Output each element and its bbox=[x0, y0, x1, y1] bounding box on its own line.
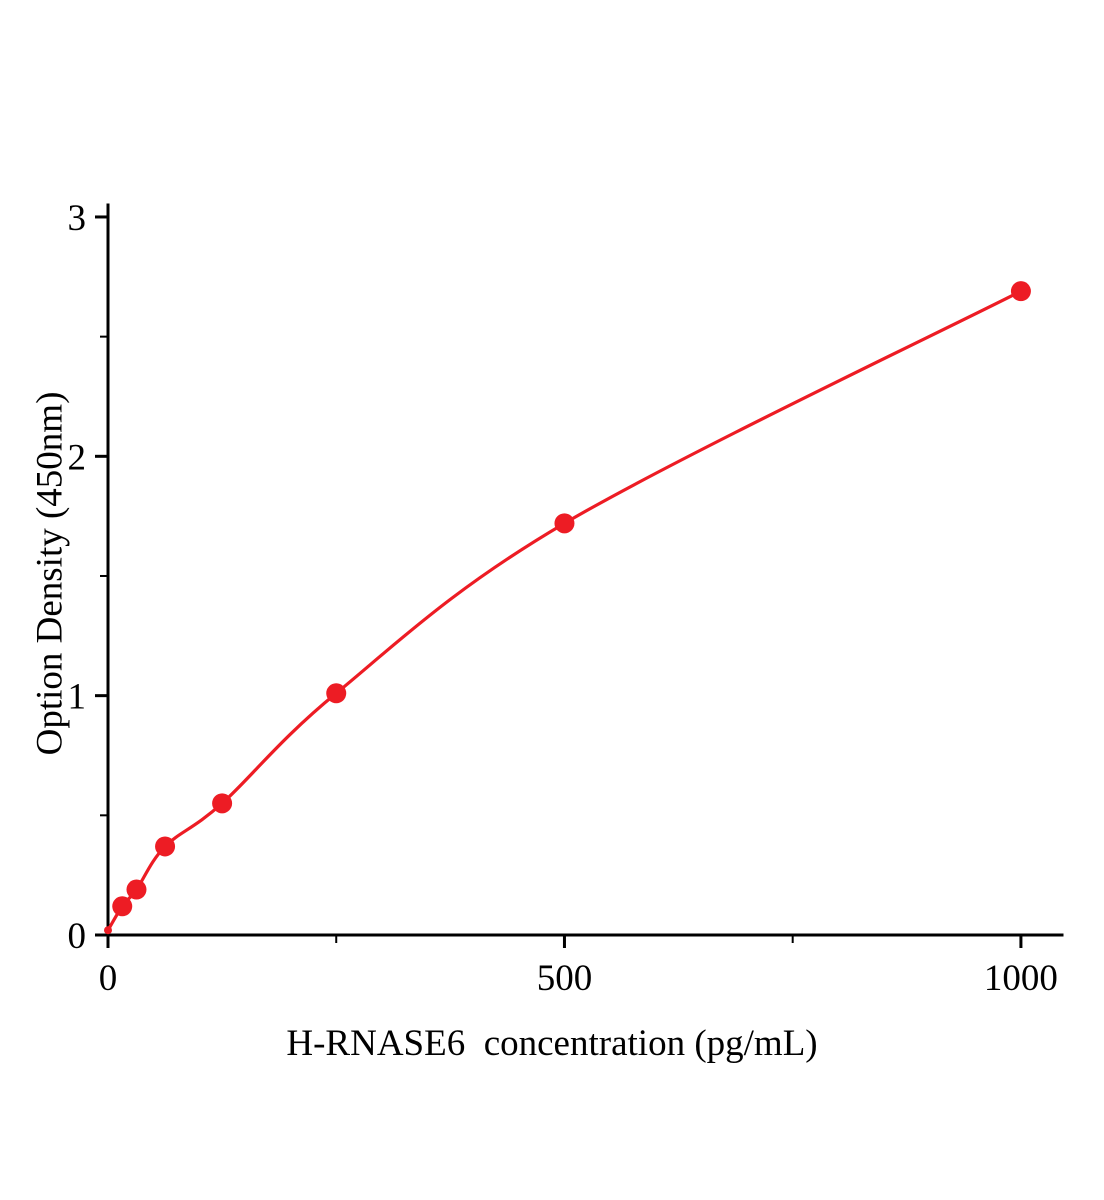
y-tick-label: 0 bbox=[68, 916, 87, 957]
y-tick-label: 2 bbox=[68, 437, 87, 478]
x-tick-label: 1000 bbox=[984, 958, 1058, 999]
data-point bbox=[104, 926, 112, 935]
y-tick-label: 1 bbox=[68, 677, 87, 718]
x-tick-label: 0 bbox=[99, 958, 118, 999]
data-point bbox=[326, 683, 347, 704]
y-tick-label: 3 bbox=[68, 198, 87, 239]
x-tick-label: 500 bbox=[537, 958, 593, 999]
data-point bbox=[112, 896, 133, 917]
x-axis-title: H-RNASE6 concentration (pg/mL) bbox=[286, 1023, 818, 1064]
standard-curve-line bbox=[106, 289, 1022, 932]
data-point bbox=[554, 513, 575, 534]
y-axis-title: Option Density (450nm) bbox=[29, 391, 71, 756]
data-point bbox=[126, 879, 147, 900]
data-point bbox=[1010, 281, 1031, 302]
axes-lines bbox=[106, 203, 1064, 937]
data-point bbox=[212, 793, 233, 814]
data-point bbox=[155, 836, 176, 857]
